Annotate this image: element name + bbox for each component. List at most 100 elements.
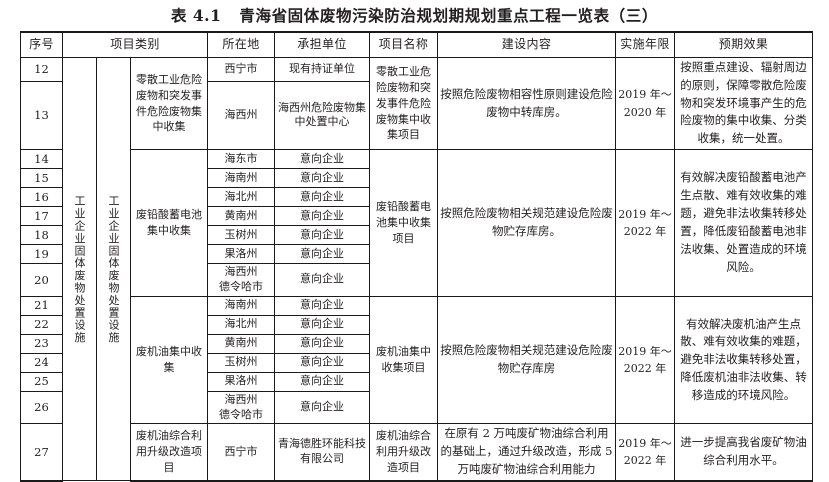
cell-place: 西宁市 bbox=[207, 423, 275, 482]
header-effect: 预期效果 bbox=[674, 31, 813, 58]
cell-seq: 22 bbox=[20, 314, 63, 335]
table-row: 17 黄南州 意向企业 bbox=[20, 206, 813, 227]
table-row: 13 海西州 海西州危险废物集中处置中心 bbox=[20, 80, 813, 151]
cell-seq: 20 bbox=[20, 263, 63, 297]
cell-category-sub: 零散工业危险废物和突发事件危险废物集中收集 bbox=[130, 56, 208, 151]
table-row: 25 果洛州 意向企业 bbox=[20, 371, 813, 392]
cell-place: 海北州 bbox=[207, 187, 275, 208]
table-number: 表 4.1 bbox=[171, 6, 222, 25]
cell-project-name: 零散工业危险废物和突发事件危险废物集中收集项目 bbox=[369, 56, 438, 151]
header-category: 项目类别 bbox=[62, 31, 208, 58]
table-row: 19 果洛州 意向企业 bbox=[20, 244, 813, 265]
cell-effect: 有效解决废铅酸蓄电池产生点散、难有效收集的难题，避免非法收集转移处置，降低废铅酸… bbox=[674, 149, 813, 297]
cell-unit: 意向企业 bbox=[274, 333, 370, 354]
table-row: 21 废机油集中收集 海南州 意向企业 废机油集中收集项目 按照危险废物相关规范建设危险废… bbox=[20, 295, 813, 425]
cell-unit: 意向企业 bbox=[274, 206, 370, 227]
cell-unit: 意向企业 bbox=[274, 187, 370, 208]
cell-years: 2019 年～ 2020 年 bbox=[615, 56, 675, 151]
cell-unit: 意向企业 bbox=[274, 295, 370, 316]
cell-place: 黄南州 bbox=[207, 333, 275, 354]
cell-place: 海南州 bbox=[207, 168, 275, 189]
cell-project-name: 废机油综合利用升级改造项目 bbox=[369, 423, 438, 482]
cell-effect: 按照重点建设、辐射周边的原则，保障零散危险废物和突发环境事产生的危险废物的集中收… bbox=[674, 56, 813, 151]
cell-seq: 27 bbox=[20, 423, 63, 482]
cell-category-vertical-1: 工业企业固体废物处置设施 bbox=[62, 56, 97, 482]
cell-unit: 意向企业 bbox=[274, 263, 370, 297]
table-row: 18 玉树州 意向企业 bbox=[20, 225, 813, 246]
table-title-text: 青海省固体废物污染防治规划期规划重点工程一览表（三） bbox=[239, 6, 658, 25]
cell-category-vertical-2: 工业企业固体废物处置设施 bbox=[96, 56, 131, 482]
cell-seq: 21 bbox=[20, 295, 63, 316]
cell-seq: 23 bbox=[20, 333, 63, 354]
table-row: 24 玉树州 意向企业 bbox=[20, 352, 813, 373]
cell-project-name: 废铅酸蓄电池集中收集项目 bbox=[369, 149, 438, 297]
cell-place: 海西州 德令哈市 bbox=[207, 263, 275, 297]
cell-seq: 13 bbox=[20, 80, 63, 151]
cell-place: 海东市 bbox=[207, 149, 275, 170]
cell-years: 2019 年～ 2022 年 bbox=[615, 149, 675, 297]
cell-seq: 17 bbox=[20, 206, 63, 227]
cell-years: 2019 年～ 2022 年 bbox=[615, 295, 675, 425]
cell-seq: 25 bbox=[20, 371, 63, 392]
cell-place: 玉树州 bbox=[207, 225, 275, 246]
cell-category-sub: 废机油集中收集 bbox=[130, 295, 208, 425]
cell-effect: 进一步提高我省废矿物油综合利用水平。 bbox=[674, 423, 813, 482]
cell-seq: 12 bbox=[20, 57, 63, 82]
cell-effect: 有效解决废机油产生点散、难有效收集的难题，避免非法收集转移处置，降低废机油非法收… bbox=[674, 295, 813, 425]
cell-category-sub: 废铅酸蓄电池集中收集 bbox=[130, 149, 208, 297]
table-row: 27 废机油综合利用升级改造项目 西宁市 青海德胜环能科技有限公司 废机油综合利用升级改… bbox=[20, 423, 813, 482]
cell-place: 西宁市 bbox=[207, 57, 275, 82]
cell-unit: 现有持证单位 bbox=[274, 57, 370, 82]
header-seq: 序号 bbox=[20, 31, 63, 58]
cell-place: 海北州 bbox=[207, 314, 275, 335]
cell-seq: 14 bbox=[20, 149, 63, 170]
cell-unit: 意向企业 bbox=[274, 149, 370, 170]
cell-content: 按照危险废物相容性原则建设危险废物中转库房。 bbox=[437, 56, 616, 151]
table-row: 23 黄南州 意向企业 bbox=[20, 333, 813, 354]
cell-unit: 海西州危险废物集中处置中心 bbox=[274, 80, 370, 151]
cell-unit: 意向企业 bbox=[274, 314, 370, 335]
header-place: 所在地 bbox=[207, 31, 275, 58]
table-row: 15 海南州 意向企业 bbox=[20, 168, 813, 189]
cell-place: 黄南州 bbox=[207, 206, 275, 227]
cell-unit: 意向企业 bbox=[274, 390, 370, 425]
table-row: 16 海北州 意向企业 bbox=[20, 187, 813, 208]
cell-category-sub: 废机油综合利用升级改造项目 bbox=[130, 423, 208, 482]
cell-seq: 16 bbox=[20, 187, 63, 208]
cell-content: 按照危险废物相关规范建设危险废物贮存库房。 bbox=[437, 149, 616, 297]
cell-unit: 意向企业 bbox=[274, 244, 370, 265]
cell-years: 2019 年～ 2022 年 bbox=[615, 423, 675, 482]
header-content: 建设内容 bbox=[437, 31, 616, 58]
cell-unit: 意向企业 bbox=[274, 352, 370, 373]
page-title: 表 4.1 青海省固体废物污染防治规划期规划重点工程一览表（三） bbox=[0, 4, 829, 26]
cell-unit: 意向企业 bbox=[274, 168, 370, 189]
cell-seq: 18 bbox=[20, 225, 63, 246]
cell-place: 海西州 德令哈市 bbox=[207, 390, 275, 425]
cell-place: 果洛州 bbox=[207, 244, 275, 265]
table-row: 14 废铅酸蓄电池集中收集 海东市 意向企业 废铅酸蓄电池集中收集项目 按照危险废物相关规… bbox=[20, 149, 813, 297]
cell-seq: 26 bbox=[20, 390, 63, 425]
cell-seq: 15 bbox=[20, 168, 63, 189]
header-unit: 承担单位 bbox=[274, 31, 370, 58]
cell-seq: 24 bbox=[20, 352, 63, 373]
cell-place: 果洛州 bbox=[207, 371, 275, 392]
cell-place: 玉树州 bbox=[207, 352, 275, 373]
table-header-row: 序号 项目类别 所在地 承担单位 项目名称 建设内容 实施年限 预期效果 bbox=[20, 31, 813, 58]
cell-place: 海南州 bbox=[207, 295, 275, 316]
table-row: 12 工业企业固体废物处置设施 工业企业固体废物处置设施 零散工业危险废物和突发事件危… bbox=[20, 56, 813, 482]
cell-content: 按照危险废物相关规范建设危险废物贮存库房 bbox=[437, 295, 616, 425]
cell-unit: 青海德胜环能科技有限公司 bbox=[274, 423, 370, 482]
cell-unit: 意向企业 bbox=[274, 371, 370, 392]
cell-place: 海西州 bbox=[207, 80, 275, 151]
cell-project-name: 废机油集中收集项目 bbox=[369, 295, 438, 425]
table-body: 12 工业企业固体废物处置设施 工业企业固体废物处置设施 零散工业危险废物和突发事件危… bbox=[20, 56, 813, 482]
cell-content: 在原有 2 万吨废矿物油综合利用的基础上，通过升级改造，形成 5 万吨废矿物油综… bbox=[437, 423, 616, 482]
projects-table: 序号 项目类别 所在地 承担单位 项目名称 建设内容 实施年限 预期效果 12 工… bbox=[20, 31, 813, 482]
table-row: 26 海西州 德令哈市 意向企业 bbox=[20, 390, 813, 425]
cell-seq: 19 bbox=[20, 244, 63, 265]
cell-unit: 意向企业 bbox=[274, 225, 370, 246]
header-years: 实施年限 bbox=[615, 31, 675, 58]
table-row: 20 海西州 德令哈市 意向企业 bbox=[20, 263, 813, 297]
header-project-name: 项目名称 bbox=[369, 31, 438, 58]
